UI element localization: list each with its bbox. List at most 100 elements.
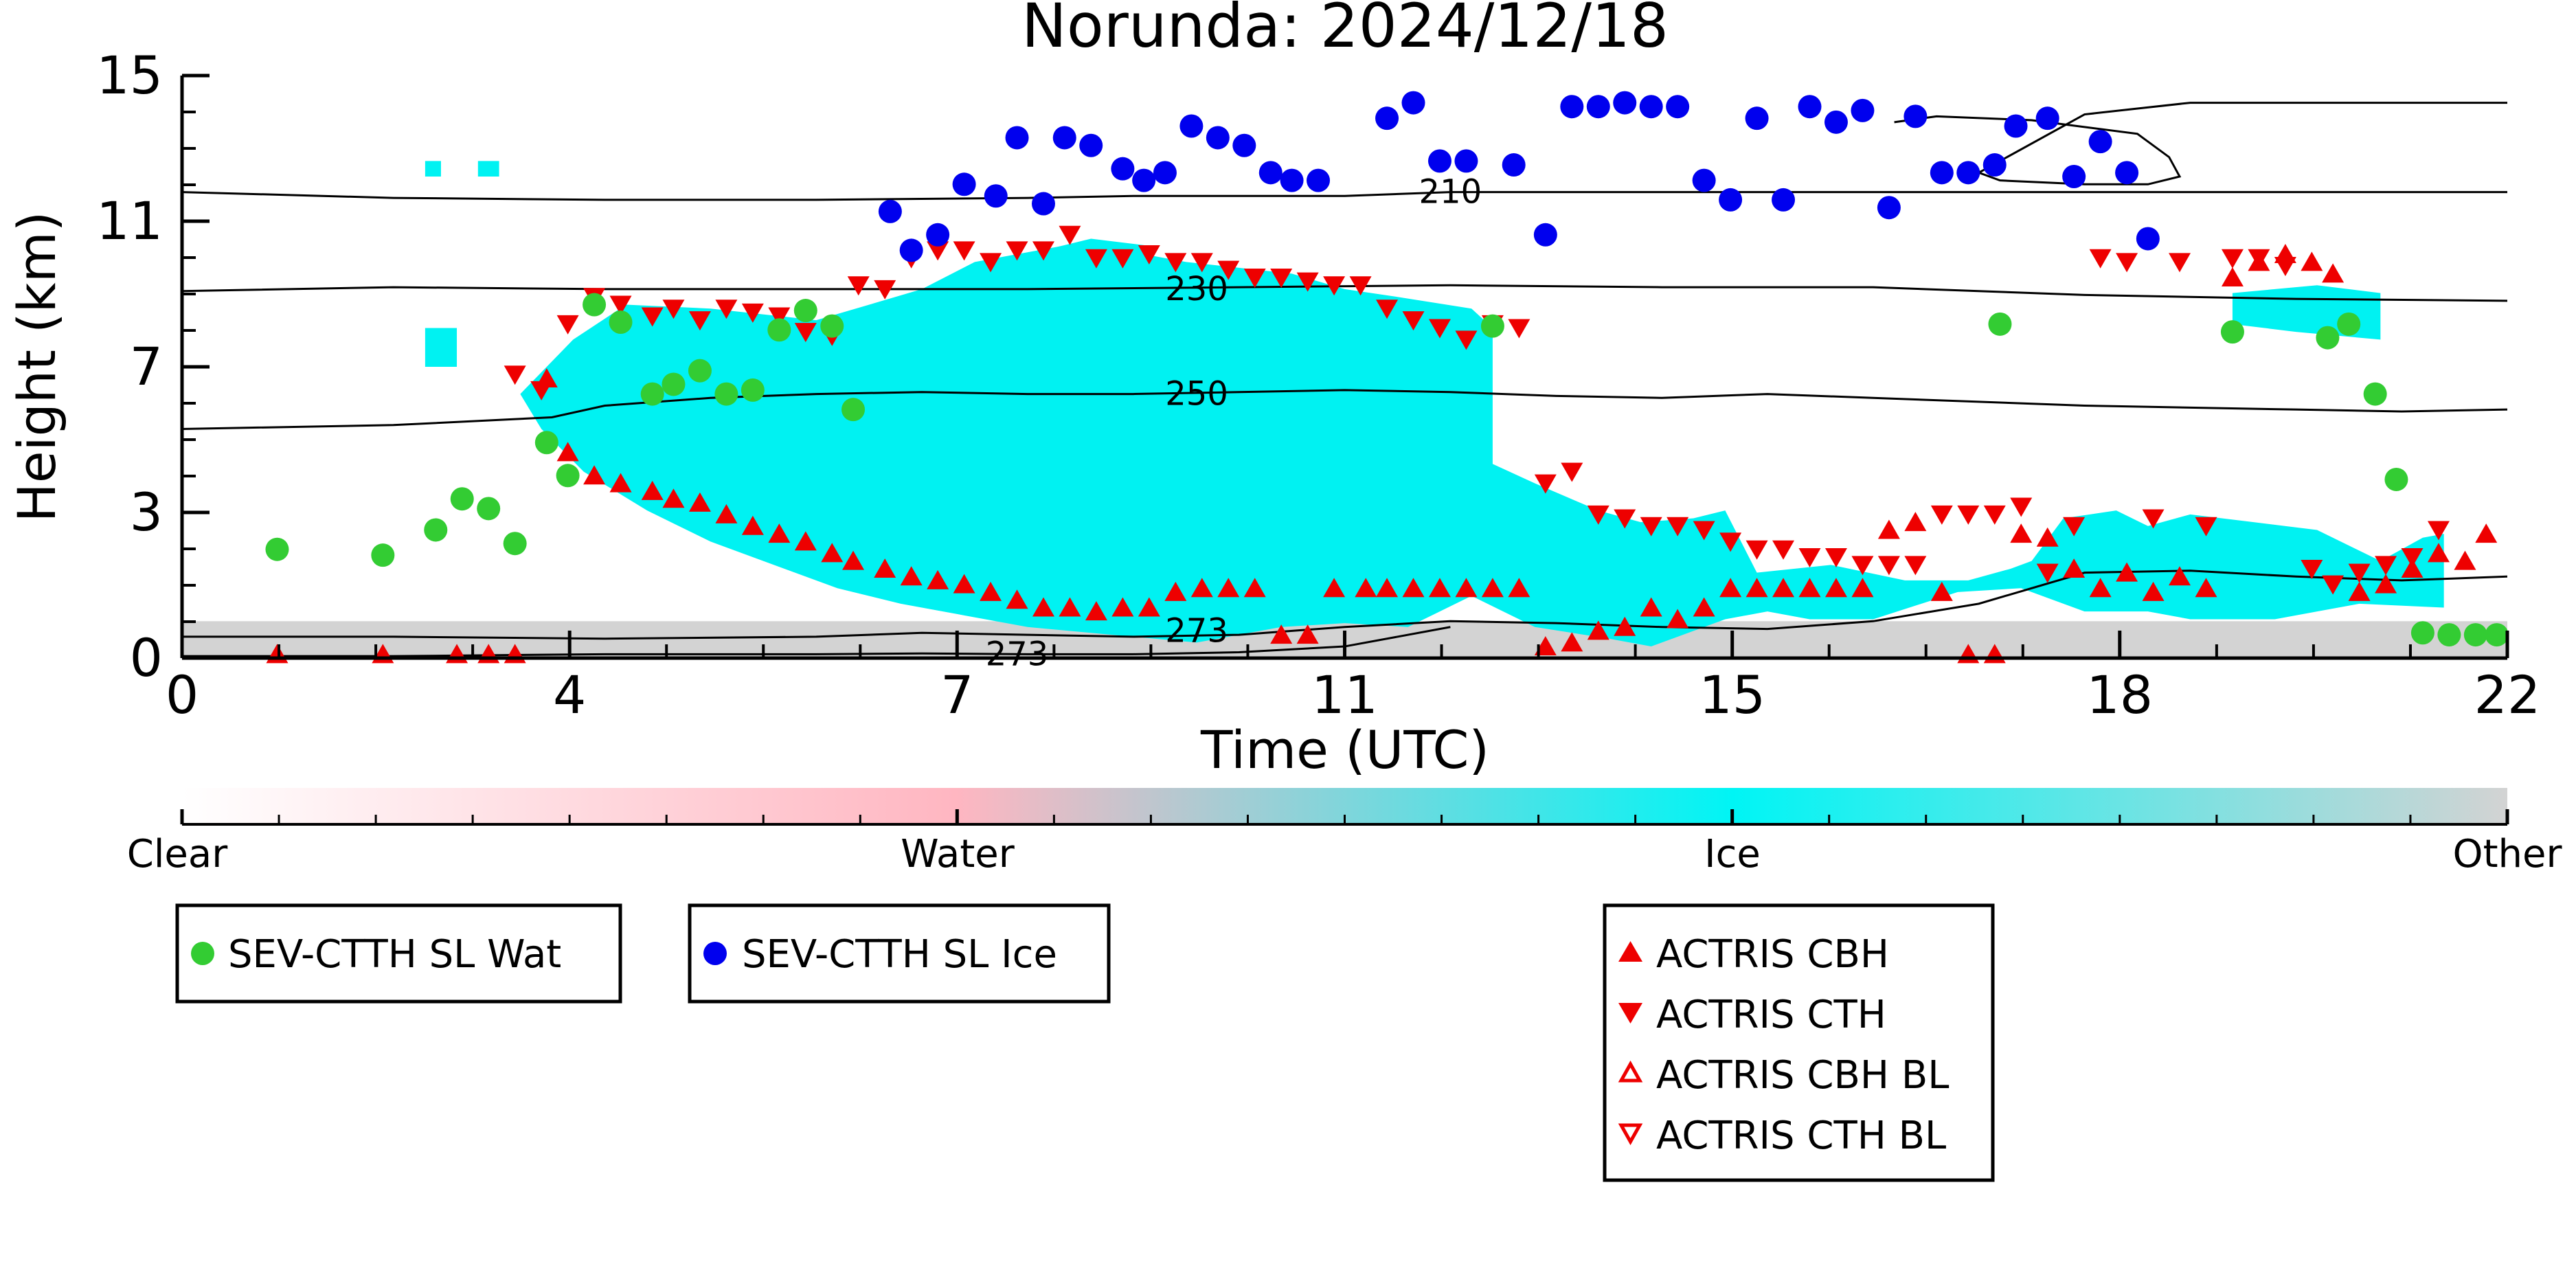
actris-cbh-point-76	[2401, 558, 2424, 578]
actris-cbh-point-14	[768, 523, 791, 543]
actris-cbh-point-46	[1614, 616, 1636, 636]
actris-cth-point-14	[874, 280, 896, 300]
y-tick-label-1: 3	[130, 482, 163, 543]
ice-point-38	[1930, 161, 1954, 185]
actris-cth-point-62	[2142, 509, 2165, 529]
wat-point-27	[2437, 623, 2461, 647]
actris-cbh-point-54	[1824, 578, 1847, 598]
contour-line-2	[182, 284, 2507, 302]
actris-cth-point-49	[1798, 548, 1821, 568]
actris-cbh-point-78	[2454, 550, 2476, 570]
actris-cth-point-68	[2301, 559, 2323, 579]
actris-cbh-point-23	[1006, 589, 1028, 609]
wat-point-12	[688, 359, 712, 383]
actris-cth-point-73	[2427, 521, 2450, 541]
chart-title: Norunda: 2024/12/18	[1021, 0, 1669, 61]
legend-cbh-label: ACTRIS CBH	[1656, 932, 1889, 977]
legend-wat: SEV-CTTH SL Wat	[175, 903, 622, 1004]
actris-cth-point-44	[1667, 517, 1689, 536]
actris-cbh-point-15	[794, 531, 817, 551]
ice-point-13	[1206, 126, 1230, 150]
ice-point-42	[2035, 106, 2059, 131]
wat-point-15	[767, 318, 791, 342]
ice-point-16	[1280, 168, 1304, 192]
actris-cth-point-5	[641, 307, 664, 327]
actris-cbh-point-42	[1508, 578, 1530, 598]
x-ticks: 0 4 7 11 15 18 22	[166, 631, 2541, 725]
ice-point-8	[1079, 133, 1103, 157]
actris-cth-point-25	[1164, 253, 1187, 273]
ice-point-20	[1427, 149, 1451, 173]
actris-cth-point-10	[768, 307, 791, 327]
actris-cbh-point-6	[556, 442, 579, 462]
actris-cth-point-4	[609, 295, 632, 315]
actris-cbh-point-75	[2375, 574, 2397, 594]
actris-cth-point-64	[2195, 517, 2217, 536]
wat-point-16	[793, 299, 817, 323]
actris-cbh-point-58	[1930, 581, 1953, 601]
ice-point-41	[2004, 114, 2028, 138]
actris-cth-point-47	[1745, 540, 1768, 560]
wat-point-28	[2463, 623, 2487, 647]
ice-point-0	[878, 199, 902, 223]
actris-cth-point-46	[1719, 532, 1742, 552]
legend-ice-marker	[703, 942, 727, 965]
actris-cbh-point-62	[2036, 527, 2059, 547]
ice-point-28	[1666, 95, 1690, 119]
legend-cbh-bl-marker	[1618, 1060, 1643, 1083]
actris-cth-point-57	[2010, 497, 2033, 517]
wat-point-7	[556, 464, 580, 488]
wat-point-0	[265, 537, 289, 561]
actris-cbh-point-26	[1085, 601, 1107, 621]
temperature-contours	[182, 102, 2507, 657]
ice-point-33	[1798, 95, 1822, 119]
actris-cth-point-29	[1270, 268, 1293, 288]
actris-cbh-point-28	[1138, 597, 1160, 617]
x-tick-label-5: 18	[2086, 664, 2153, 725]
actris-cth-point-35	[1428, 319, 1451, 339]
actris-cth-point-13	[847, 276, 870, 296]
x-tick-label-2: 7	[940, 664, 973, 725]
ice-point-14	[1232, 133, 1256, 157]
actris-cbh-point-24	[1032, 597, 1054, 617]
ice-cloud-region-3	[425, 161, 441, 177]
legend-wat-marker	[191, 942, 214, 965]
actris-cbh-point-61	[2010, 523, 2033, 543]
wat-point-22	[2316, 326, 2340, 350]
actris-cth-point-43	[1640, 517, 1662, 536]
actris-cbh-point-37	[1376, 578, 1399, 598]
actris-cth-point-63	[2169, 253, 2191, 273]
actris-cth-point-61	[2116, 253, 2138, 273]
actris-cbh-point-79	[2475, 523, 2498, 543]
actris-cth-point-39	[1534, 474, 1557, 494]
ice-point-35	[1851, 98, 1875, 122]
ice-point-17	[1307, 168, 1331, 192]
ice-cloud-region-0	[520, 242, 2444, 647]
actris-cth-point-67	[2274, 257, 2296, 277]
actris-cth-point-54	[1930, 505, 1953, 525]
actris-cbh-point-18	[874, 558, 896, 578]
actris-cth-point-72	[2401, 548, 2424, 568]
contour-label-4: 273	[986, 635, 1049, 673]
ice-point-43	[2062, 164, 2086, 188]
actris-cth-point-9	[741, 303, 764, 323]
colorbar-label-clear: Clear	[127, 832, 228, 877]
wat-point-4	[477, 497, 501, 521]
legend-actris: ACTRIS CBH ACTRIS CTH ACTRIS CBH BL ACTR…	[1603, 903, 1995, 1182]
legend-cbh-marker	[1618, 941, 1642, 962]
ice-point-24	[1560, 95, 1584, 119]
actris-cth-point-31	[1323, 276, 1346, 296]
actris-cbh-point-65	[2116, 562, 2138, 582]
actris-cth-point-21	[1059, 225, 1081, 245]
legend-wat-label: SEV-CTTH SL Wat	[228, 932, 561, 977]
actris-cbh-point-68	[2195, 578, 2217, 598]
x-tick-label-6: 22	[2474, 664, 2541, 725]
ice-point-19	[1401, 91, 1425, 115]
wat-point-25	[2384, 467, 2408, 491]
contour-line-4	[182, 569, 2507, 640]
x-tick-label-1: 4	[553, 664, 586, 725]
ice-point-30	[1719, 188, 1743, 212]
actris-cth-point-60	[2089, 249, 2112, 269]
actris-cth-point-51	[1851, 556, 1874, 576]
